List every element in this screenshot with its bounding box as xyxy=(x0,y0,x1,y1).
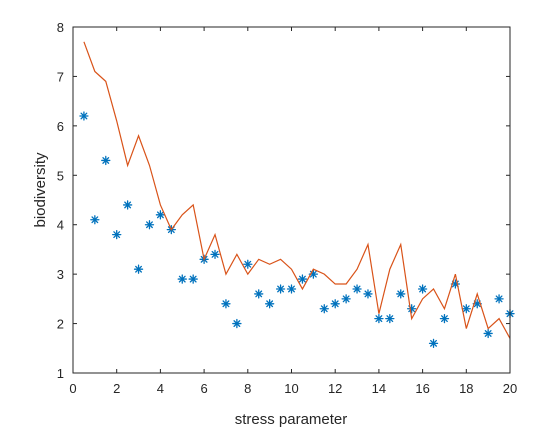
x-tick-label: 0 xyxy=(69,381,76,396)
data-point xyxy=(232,318,242,329)
x-tick-label: 18 xyxy=(459,381,473,396)
data-point xyxy=(417,284,428,294)
data-point xyxy=(221,299,231,309)
y-axis-label: biodiversity xyxy=(32,152,49,228)
y-tick-label: 6 xyxy=(57,119,64,134)
data-point xyxy=(264,299,275,309)
x-tick-label: 8 xyxy=(244,381,251,396)
x-tick-label: 2 xyxy=(113,381,120,396)
data-point xyxy=(494,294,504,304)
y-tick-label: 5 xyxy=(57,168,64,183)
data-point xyxy=(243,259,253,269)
data-point xyxy=(330,299,340,309)
data-point xyxy=(374,313,384,324)
x-tick-label: 4 xyxy=(157,381,164,396)
data-point xyxy=(341,294,351,304)
series-line xyxy=(83,41,511,339)
y-tick-label: 4 xyxy=(57,218,64,233)
x-tick-label: 10 xyxy=(284,381,298,396)
y-tick-label: 7 xyxy=(57,69,64,84)
data-point xyxy=(396,289,406,299)
x-axis-label: stress parameter xyxy=(235,411,348,428)
data-point xyxy=(122,200,133,210)
data-point xyxy=(407,304,417,314)
data-point xyxy=(133,264,144,274)
data-point xyxy=(483,328,493,339)
data-point xyxy=(79,111,89,121)
plot-area xyxy=(73,27,510,373)
data-point xyxy=(144,220,155,230)
x-tick-label: 20 xyxy=(503,381,517,396)
data-point xyxy=(428,338,439,348)
data-point xyxy=(363,289,373,299)
x-tick-label: 12 xyxy=(328,381,342,396)
data-point xyxy=(385,313,395,324)
y-tick-label: 3 xyxy=(57,267,64,282)
data-point xyxy=(155,210,166,220)
data-point xyxy=(461,304,471,314)
data-point xyxy=(286,284,297,294)
x-tick-label: 14 xyxy=(372,381,386,396)
data-point xyxy=(319,304,329,314)
y-tick-label: 1 xyxy=(57,366,64,381)
data-point xyxy=(101,155,111,166)
data-point xyxy=(188,274,198,284)
data-point xyxy=(439,313,450,324)
data-point xyxy=(210,249,220,260)
data-point xyxy=(177,274,187,284)
x-tick-label: 6 xyxy=(200,381,207,396)
data-point xyxy=(297,274,308,284)
y-tick-label: 2 xyxy=(57,317,64,332)
data-point xyxy=(254,289,264,299)
data-point xyxy=(352,284,362,294)
data-point xyxy=(90,215,100,225)
y-tick-label: 8 xyxy=(57,20,64,35)
series-layer xyxy=(79,41,515,348)
data-point xyxy=(275,284,286,294)
data-point xyxy=(112,229,122,240)
x-tick-label: 16 xyxy=(415,381,429,396)
